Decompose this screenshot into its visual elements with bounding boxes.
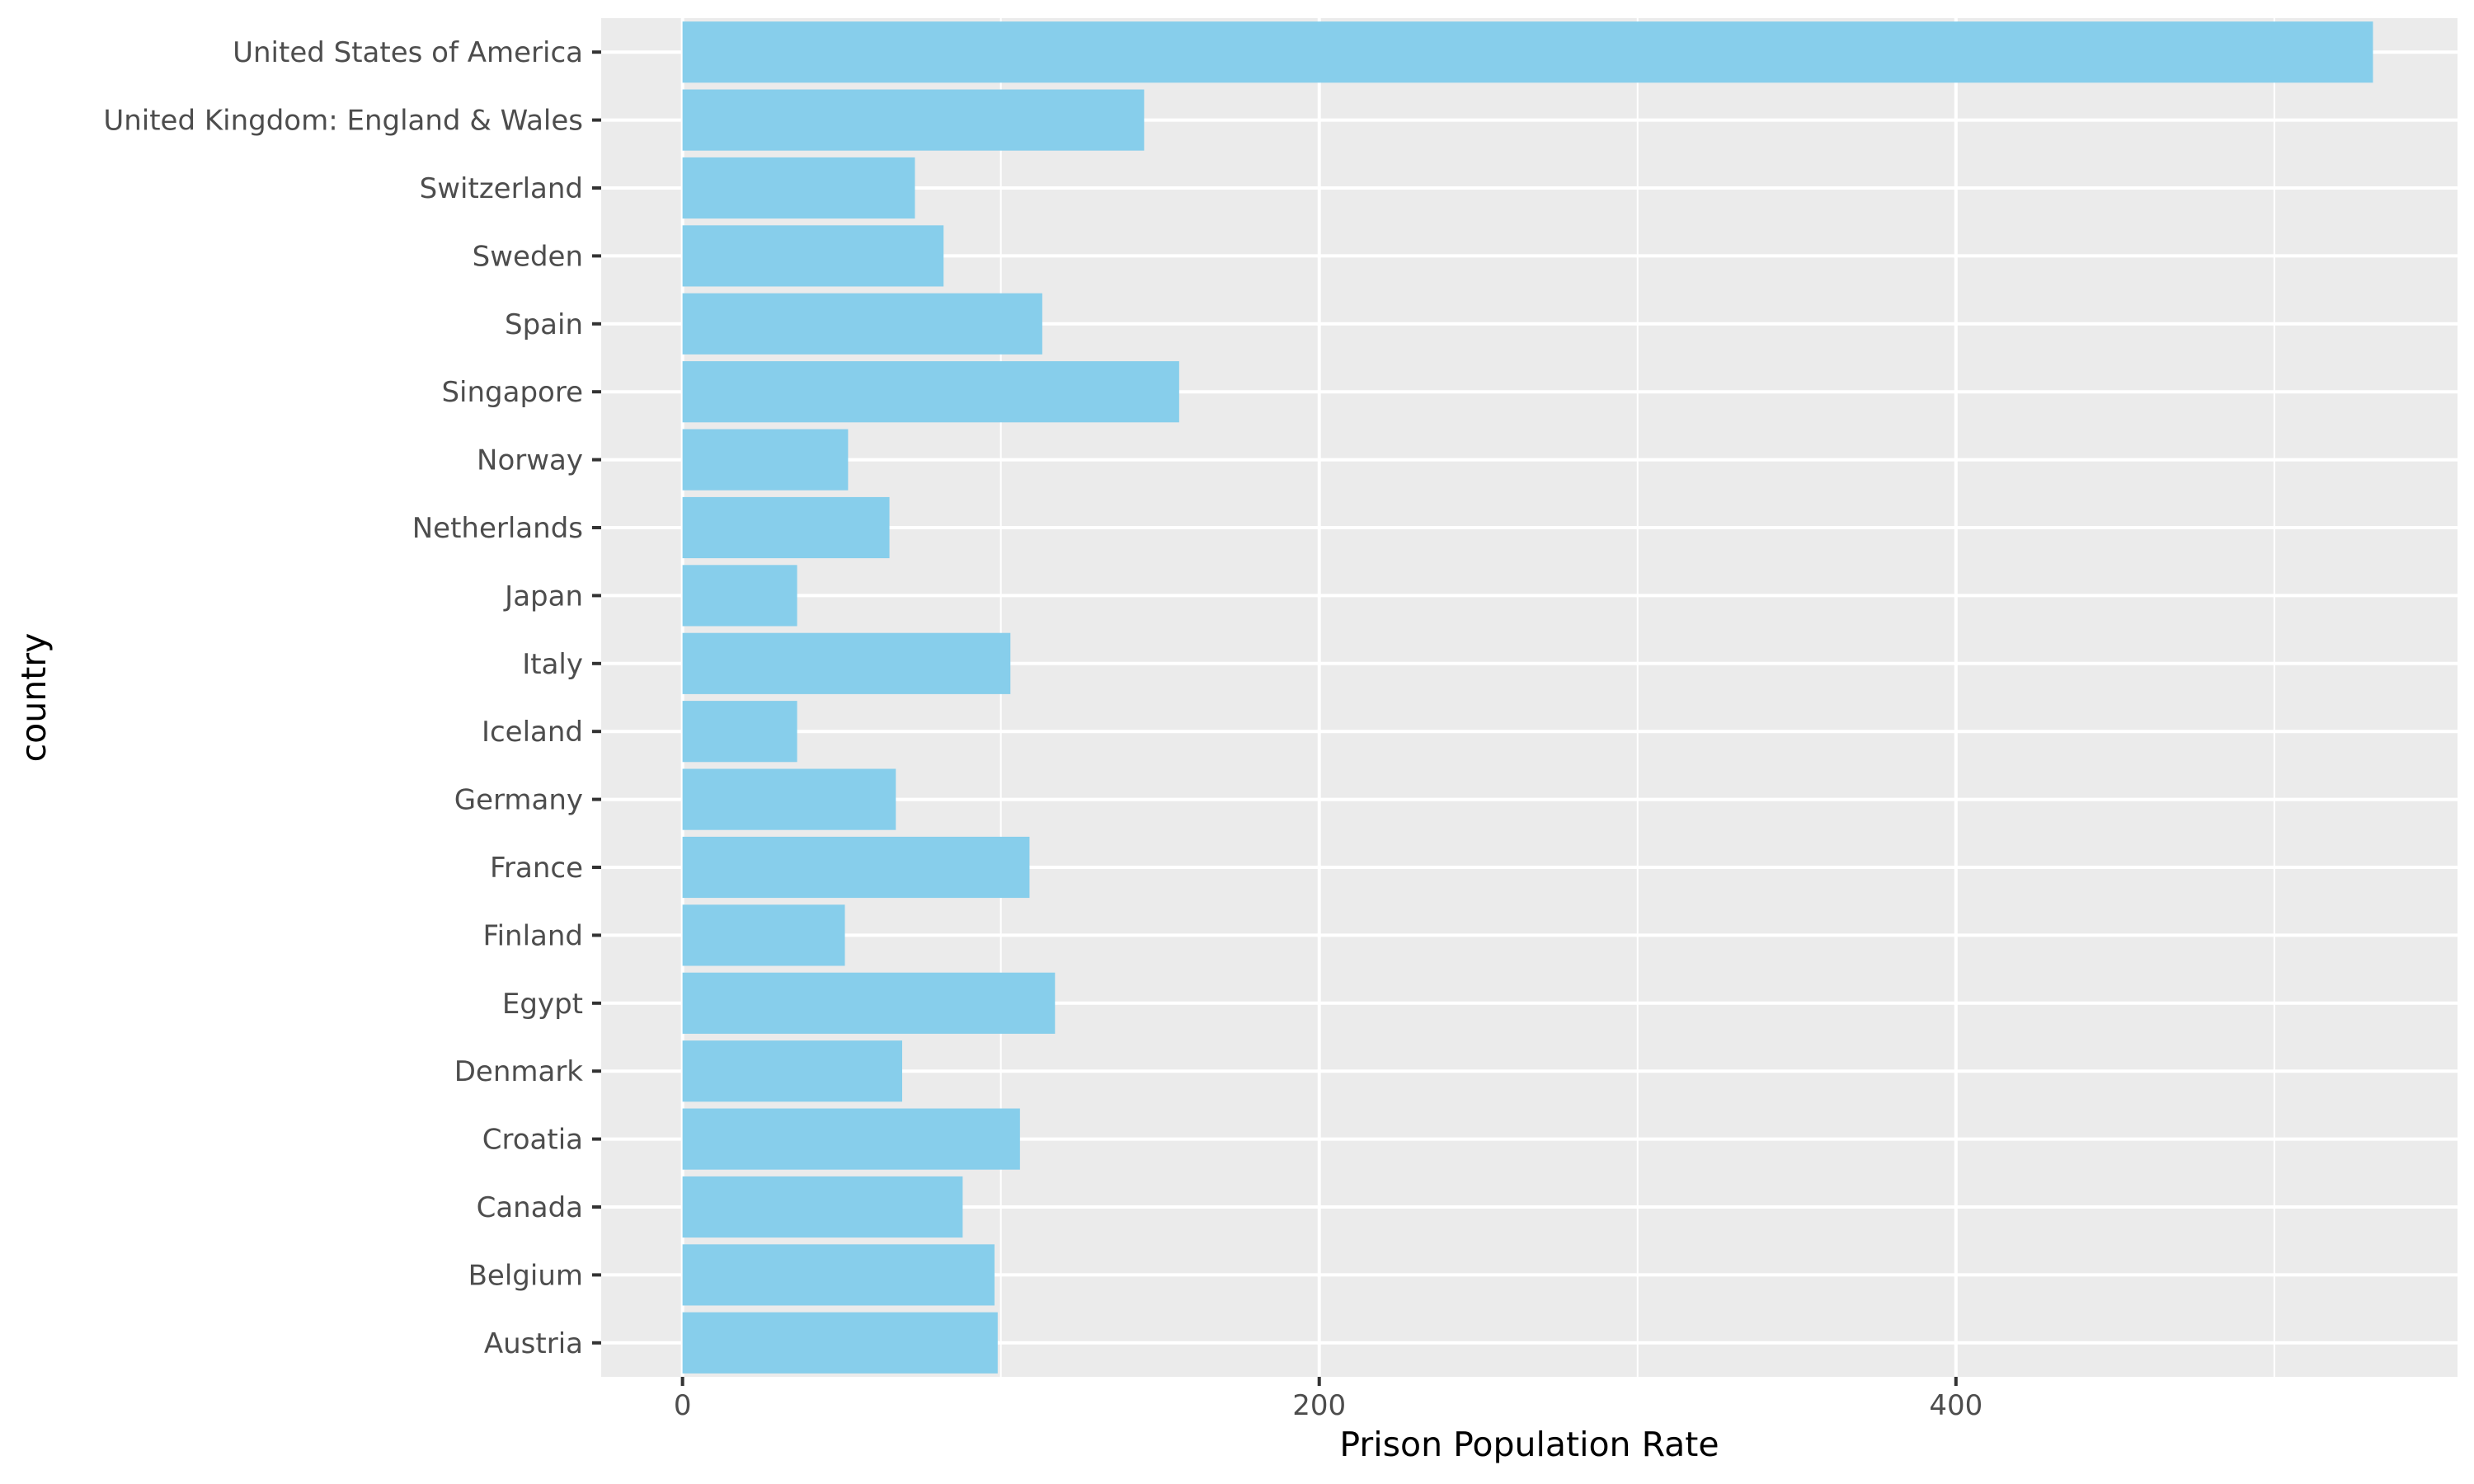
y-tick-label-norway: Norway: [477, 444, 583, 477]
y-tick-label-denmark: Denmark: [454, 1055, 584, 1088]
y-tick-label-germany: Germany: [454, 784, 583, 817]
bar-denmark: [682, 1040, 903, 1102]
bar-spain: [682, 293, 1042, 355]
y-tick-label-italy: Italy: [522, 648, 583, 681]
bar-austria: [682, 1312, 998, 1374]
bar-sweden: [682, 225, 944, 287]
y-axis: Austria Belgium Canada Croatia Denmark Egypt F…: [103, 36, 601, 1360]
y-tick-label-iceland: Iceland: [482, 716, 583, 749]
y-tick-label-switzerland: Switzerland: [420, 172, 583, 205]
bar-united-kingdom-england-wales: [682, 89, 1145, 151]
y-tick-label-united-kingdom-england-wales: United Kingdom: England & Wales: [103, 105, 583, 138]
bar-switzerland: [682, 157, 915, 219]
y-axis-title: country: [14, 633, 54, 763]
y-tick-label-sweden: Sweden: [473, 240, 583, 273]
y-tick-label-croatia: Croatia: [482, 1124, 583, 1157]
y-tick-label-finland: Finland: [483, 919, 584, 952]
x-tick-label: 400: [1929, 1389, 1982, 1422]
y-tick-label-austria: Austria: [484, 1327, 583, 1360]
bar-iceland: [682, 701, 797, 763]
y-tick-label-singapore: Singapore: [441, 376, 583, 409]
y-tick-label-france: France: [490, 852, 583, 885]
y-tick-label-spain: Spain: [505, 308, 583, 341]
plot-panel: [601, 18, 2458, 1377]
y-tick-label-egypt: Egypt: [502, 988, 583, 1021]
x-tick-label: 200: [1292, 1389, 1346, 1422]
y-tick-label-canada: Canada: [477, 1191, 583, 1224]
bar-belgium: [682, 1244, 995, 1306]
bar-japan: [682, 565, 797, 627]
bar-netherlands: [682, 496, 890, 559]
bar-canada: [682, 1176, 963, 1238]
bar-egypt: [682, 972, 1056, 1034]
y-tick-label-netherlands: Netherlands: [412, 512, 583, 545]
y-tick-label-united-states-of-america: United States of America: [233, 36, 583, 69]
bar-united-states-of-america: [682, 21, 2373, 83]
x-axis: 0 200 400: [674, 1377, 1982, 1422]
bar-croatia: [682, 1108, 1020, 1170]
bar-france: [682, 836, 1030, 899]
y-tick-label-japan: Japan: [503, 580, 583, 613]
bar-finland: [682, 904, 845, 966]
bar-italy: [682, 632, 1011, 694]
x-tick-label: 0: [674, 1389, 692, 1422]
x-axis-title: Prison Population Rate: [1339, 1425, 1719, 1464]
bar-singapore: [682, 361, 1179, 423]
y-tick-label-belgium: Belgium: [468, 1259, 583, 1292]
bar-germany: [682, 768, 896, 830]
bar-norway: [682, 429, 849, 491]
bars: [682, 21, 2373, 1374]
